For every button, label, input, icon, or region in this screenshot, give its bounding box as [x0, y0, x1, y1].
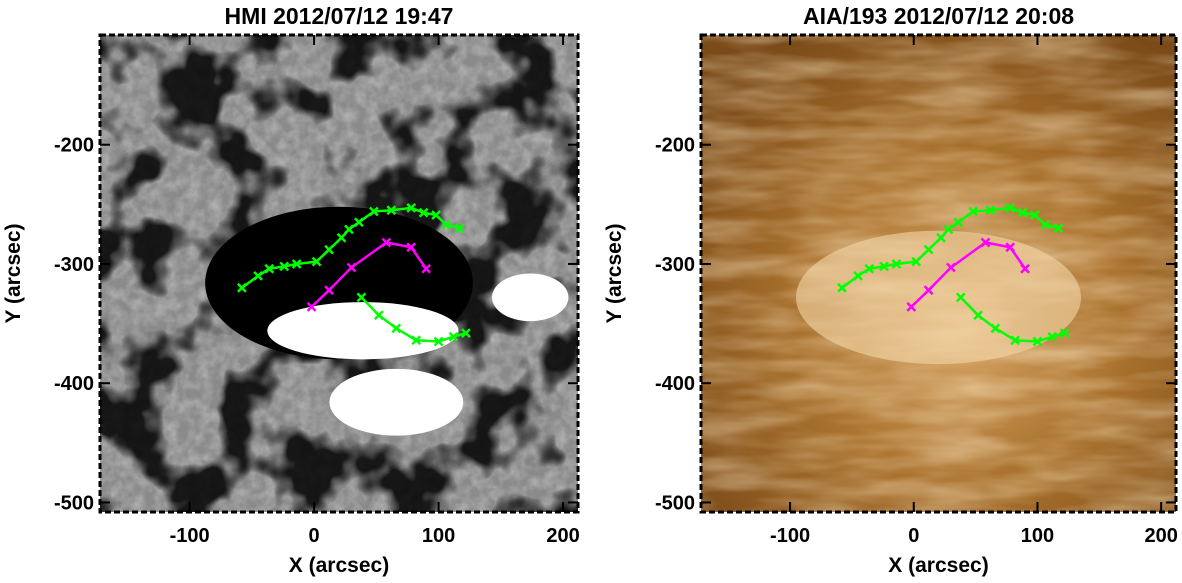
x-tick-label: -100	[170, 525, 210, 547]
positive-region	[491, 273, 569, 322]
track-marker	[906, 302, 917, 312]
track-marker	[1030, 210, 1040, 220]
x-tick-label: 0	[309, 525, 320, 547]
plot-frame	[699, 33, 1178, 514]
x-tick-label: 100	[1021, 525, 1054, 547]
y-tick-label: -400	[655, 373, 695, 395]
track-marker	[1005, 242, 1016, 253]
track-marker	[344, 224, 354, 235]
track-marker	[324, 285, 334, 296]
track-marker	[418, 207, 429, 218]
track-marker	[1005, 203, 1016, 213]
x-axis-label: X (arcsec)	[888, 554, 988, 577]
track-marker	[441, 219, 451, 230]
track-marker	[411, 335, 422, 346]
track-marker	[279, 261, 290, 272]
track-marker	[1059, 328, 1070, 339]
track-marker	[454, 223, 465, 234]
track-marker	[953, 217, 964, 228]
track-marker	[406, 203, 417, 213]
x-axis-label: X (arcsec)	[289, 554, 389, 577]
chart-title: AIA/193 2012/07/12 20:08	[803, 3, 1074, 29]
y-tick-label: -300	[655, 254, 695, 276]
y-axis-label: Y (arcsec)	[2, 223, 25, 323]
track-marker	[968, 206, 979, 217]
track-marker	[264, 263, 275, 274]
track-marker	[431, 210, 441, 220]
track-marker	[324, 244, 334, 255]
track-marker	[253, 271, 263, 281]
track-marker	[911, 256, 922, 267]
x-tick-label: 0	[908, 525, 919, 547]
track-marker	[879, 261, 889, 272]
y-tick-label: -200	[54, 135, 94, 157]
track-marker	[1053, 223, 1064, 234]
positive-region	[329, 368, 464, 436]
y-axis-label: Y (arcsec)	[603, 223, 626, 323]
track-marker	[973, 310, 983, 321]
track-marker	[381, 237, 392, 248]
x-tick-label: -100	[770, 525, 810, 547]
track-marker	[980, 237, 991, 248]
track-marker	[237, 282, 247, 293]
track-marker	[306, 302, 317, 312]
track-marker	[1047, 331, 1058, 342]
track-marker	[368, 206, 379, 217]
track-marker	[291, 259, 302, 269]
track-marker	[421, 263, 432, 274]
track-marker	[461, 328, 471, 339]
track-marker	[311, 256, 322, 267]
track-marker	[1017, 207, 1028, 218]
track-marker	[853, 271, 863, 281]
y-tick-label: -500	[655, 492, 695, 514]
track-marker	[1010, 335, 1021, 346]
track-marker	[923, 285, 934, 296]
track-marker	[391, 323, 402, 334]
track-marker	[945, 262, 956, 273]
y-tick-label: -300	[54, 254, 94, 276]
track-marker	[864, 263, 875, 274]
track-marker	[354, 217, 364, 228]
track-marker	[837, 282, 847, 293]
bright-loops	[796, 230, 1081, 365]
x-tick-label: 100	[422, 525, 455, 547]
track-marker	[433, 336, 444, 347]
plot-frame	[98, 33, 580, 514]
x-tick-label: 200	[1144, 525, 1177, 547]
y-tick-label: -200	[655, 135, 695, 157]
track-marker	[955, 292, 966, 303]
track-marker	[891, 259, 902, 269]
track-marker	[373, 310, 384, 321]
track-marker	[985, 205, 996, 216]
track-marker	[406, 242, 417, 253]
track-marker	[336, 232, 347, 243]
track-marker	[1039, 219, 1050, 230]
track-marker	[1020, 263, 1030, 274]
track-marker	[356, 292, 367, 303]
track-marker	[936, 232, 946, 243]
y-tick-label: -400	[54, 373, 94, 395]
track-marker	[923, 244, 934, 255]
track-marker	[1032, 336, 1043, 347]
chart-title: HMI 2012/07/12 19:47	[225, 3, 454, 29]
track-marker	[386, 205, 397, 216]
y-tick-label: -500	[54, 492, 94, 514]
track-marker	[943, 224, 954, 235]
x-tick-label: 200	[546, 525, 579, 547]
positive-region	[267, 302, 459, 360]
track-marker	[346, 262, 357, 273]
track-marker	[990, 323, 1001, 334]
track-marker	[448, 331, 459, 342]
